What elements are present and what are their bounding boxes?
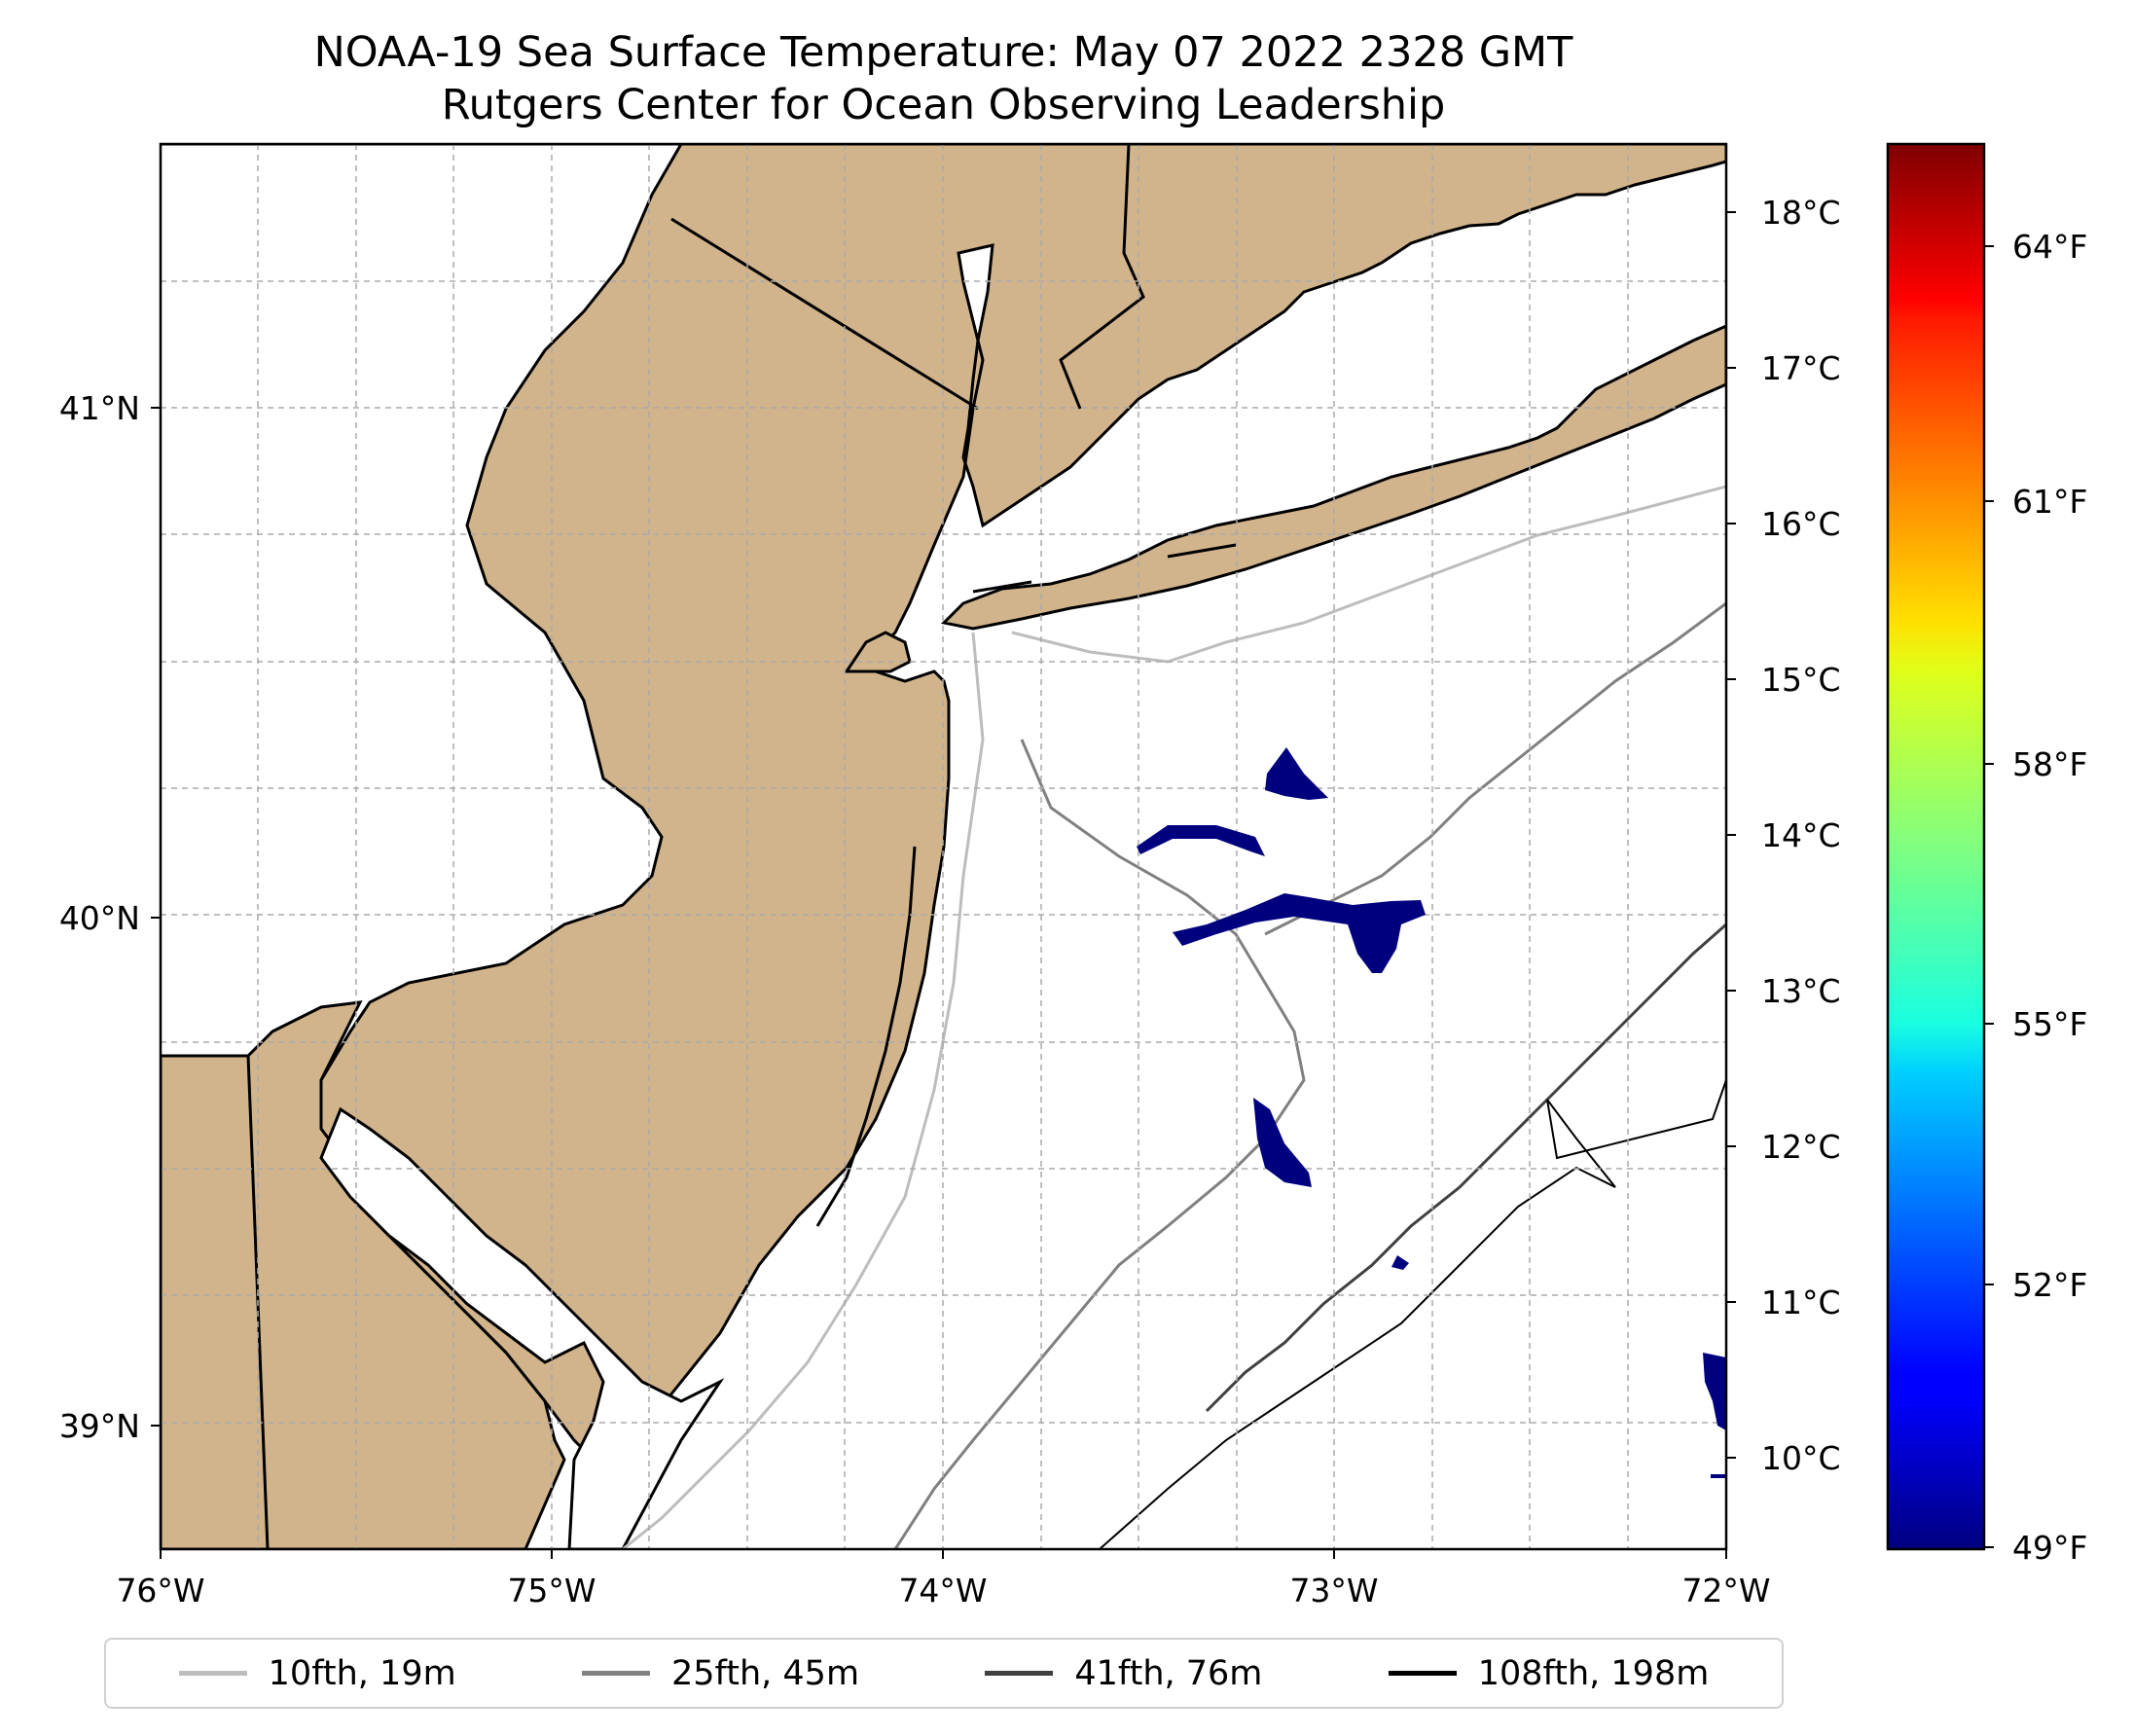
legend-label: 10fth, 19m bbox=[268, 1653, 456, 1693]
fahrenheit-tick-label: 64°F bbox=[2012, 228, 2087, 266]
legend-swatch bbox=[985, 1671, 1054, 1676]
fahrenheit-tick-label: 55°F bbox=[2012, 1005, 2087, 1043]
delaware-bay bbox=[319, 1106, 725, 1549]
contour-10fth bbox=[622, 485, 1726, 1549]
fahrenheit-tick-label: 52°F bbox=[2012, 1266, 2087, 1304]
legend-item: 10fth, 19m bbox=[178, 1653, 456, 1693]
legend-swatch bbox=[1388, 1671, 1457, 1676]
lon-tick-label: 75°W bbox=[507, 1572, 596, 1609]
contour-108fth bbox=[1099, 1079, 1726, 1549]
fahrenheit-tick-label: 49°F bbox=[2012, 1529, 2087, 1567]
sst-patch bbox=[1253, 1098, 1312, 1187]
figure-title: NOAA-19 Sea Surface Temperature: May 07 … bbox=[313, 28, 1573, 77]
lat-tick-label: 40°N bbox=[59, 899, 140, 937]
sst-patch bbox=[1137, 825, 1265, 856]
legend-swatch bbox=[178, 1671, 247, 1676]
lon-tick-label: 73°W bbox=[1289, 1572, 1378, 1609]
celsius-tick-label: 18°C bbox=[1761, 194, 1841, 232]
sst-patch bbox=[1711, 1474, 1726, 1478]
legend-label: 41fth, 76m bbox=[1074, 1653, 1263, 1693]
land-long-island bbox=[940, 324, 1726, 631]
colorbar: 64°F 61°F 58°F 55°F 52°F 49°F bbox=[1886, 142, 2087, 1567]
celsius-tick-label: 13°C bbox=[1761, 972, 1841, 1010]
legend: 10fth, 19m 25fth, 45m 41fth, 76m 108fth,… bbox=[104, 1638, 1784, 1709]
state-border-ny-nj bbox=[670, 144, 1145, 411]
celsius-tick-label: 17°C bbox=[1761, 349, 1841, 387]
lon-tick-label: 76°W bbox=[116, 1572, 204, 1609]
legend-swatch bbox=[582, 1671, 651, 1676]
celsius-tick-label: 16°C bbox=[1761, 505, 1841, 543]
celsius-tick-label: 15°C bbox=[1761, 661, 1841, 699]
lat-tick-label: 39°N bbox=[59, 1407, 140, 1445]
legend-label: 25fth, 45m bbox=[671, 1653, 860, 1693]
celsius-tick-label: 11°C bbox=[1761, 1284, 1841, 1321]
fahrenheit-tick-label: 61°F bbox=[2012, 483, 2087, 521]
legend-item: 108fth, 198m bbox=[1388, 1653, 1710, 1693]
sst-patch bbox=[1703, 1353, 1726, 1430]
lat-tick-label: 41°N bbox=[59, 389, 140, 427]
lon-tick-labels: 76°W 75°W 74°W 73°W 72°W bbox=[116, 1572, 1770, 1609]
sst-patch bbox=[1173, 893, 1426, 973]
figure-subtitle: Rutgers Center for Ocean Observing Leade… bbox=[441, 81, 1446, 129]
celsius-tick-label: 14°C bbox=[1761, 816, 1841, 854]
colorbar-gradient bbox=[1886, 142, 1986, 1551]
grid-lines bbox=[161, 144, 1726, 1549]
map-panel: 76°W 75°W 74°W 73°W 72°W 41°N 40°N 39°N bbox=[59, 142, 1841, 1609]
lon-tick-label: 74°W bbox=[898, 1572, 987, 1609]
legend-item: 25fth, 45m bbox=[582, 1654, 859, 1693]
celsius-axis: 18°C 17°C 16°C 15°C 14°C 13°C 12°C 11°C … bbox=[1726, 194, 1841, 1477]
sst-patch bbox=[1391, 1255, 1409, 1270]
map-ticks bbox=[151, 407, 1727, 1559]
celsius-tick-label: 10°C bbox=[1761, 1439, 1841, 1477]
lon-tick-label: 72°W bbox=[1681, 1572, 1770, 1609]
fahrenheit-tick-label: 58°F bbox=[2012, 745, 2087, 783]
legend-item: 41fth, 76m bbox=[985, 1654, 1262, 1693]
celsius-tick-label: 12°C bbox=[1761, 1128, 1841, 1166]
sst-patch bbox=[1265, 747, 1328, 800]
legend-label: 108fth, 198m bbox=[1477, 1653, 1710, 1693]
sst-data-patches bbox=[1137, 747, 1726, 1478]
contour-41fth bbox=[1205, 922, 1726, 1413]
lat-tick-labels: 41°N 40°N 39°N bbox=[59, 389, 140, 1445]
